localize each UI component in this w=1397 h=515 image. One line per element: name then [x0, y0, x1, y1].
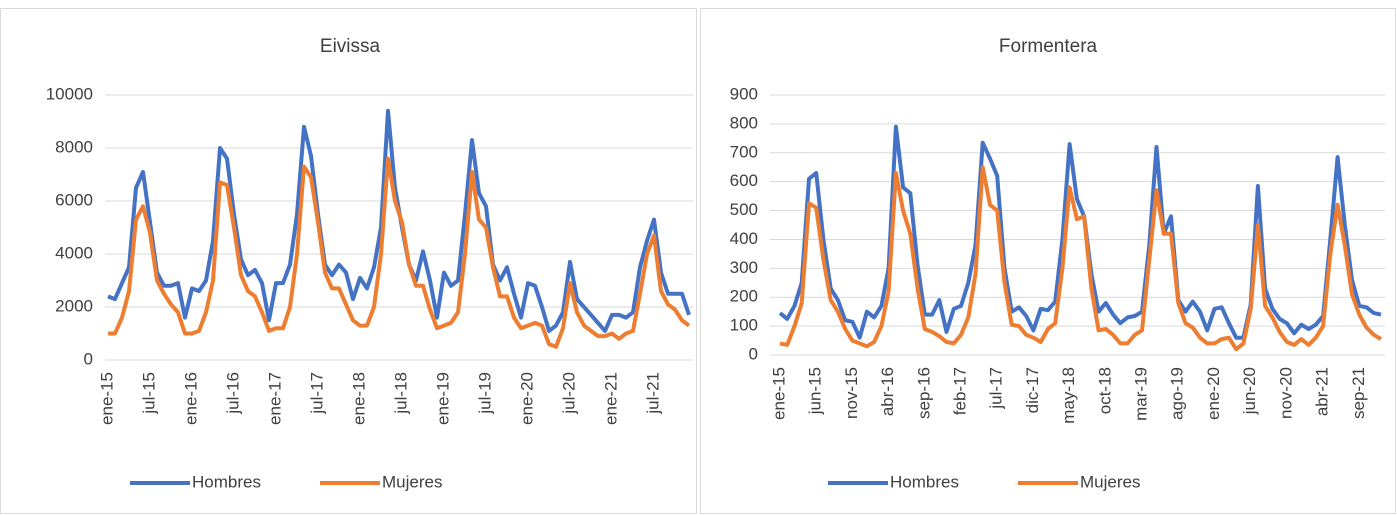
x-tick-label: nov-20 [1276, 367, 1295, 419]
x-tick-label: jul-17 [307, 372, 326, 415]
y-tick-label: 400 [730, 229, 758, 248]
y-tick-label: 500 [730, 200, 758, 219]
y-tick-label: 2000 [55, 296, 93, 315]
x-tick-label: ene-15 [769, 367, 788, 420]
x-tick-label: jul-19 [475, 372, 494, 415]
legend-label: Hombres [192, 472, 261, 491]
chart-title: Formentera [999, 36, 1098, 57]
x-tick-label: ene-18 [349, 372, 368, 425]
x-tick-label: sep-16 [914, 367, 933, 419]
x-tick-label: mar-19 [1132, 367, 1151, 421]
chart-title: Eivissa [320, 36, 381, 57]
legend-label: Hombres [890, 472, 959, 491]
y-tick-label: 4000 [55, 243, 93, 262]
y-tick-label: 0 [84, 349, 93, 368]
series-line [778, 124, 1382, 340]
x-tick-label: dic-17 [1023, 367, 1042, 413]
legend-label: Mujeres [1080, 472, 1140, 491]
y-tick-label: 10000 [46, 84, 93, 103]
x-tick-label: ene-15 [97, 372, 116, 425]
x-tick-label: ene-19 [433, 372, 452, 425]
x-tick-label: oct-18 [1095, 367, 1114, 414]
x-tick-label: ago-19 [1168, 367, 1187, 420]
y-tick-label: 800 [730, 113, 758, 132]
x-tick-label: sep-21 [1349, 367, 1368, 419]
panel [700, 8, 1396, 514]
panel [0, 8, 697, 514]
x-tick-label: jul-15 [139, 372, 158, 415]
y-tick-label: 600 [730, 171, 758, 190]
x-tick-label: ene-16 [181, 372, 200, 425]
x-tick-label: jul-18 [391, 372, 410, 415]
legend-label: Mujeres [382, 472, 442, 491]
y-tick-label: 100 [730, 316, 758, 335]
y-tick-label: 900 [730, 84, 758, 103]
x-tick-label: ene-17 [265, 372, 284, 425]
y-tick-label: 200 [730, 287, 758, 306]
x-tick-label: jul-21 [643, 372, 662, 415]
y-tick-label: 0 [749, 344, 758, 363]
x-tick-label: nov-15 [842, 367, 861, 419]
series-line [779, 165, 1383, 352]
x-tick-label: jul-16 [223, 372, 242, 415]
x-tick-label: may-18 [1059, 367, 1078, 424]
x-tick-label: abr-21 [1313, 367, 1332, 416]
x-tick-label: jul-20 [559, 372, 578, 415]
x-tick-label: jul-17 [987, 367, 1006, 410]
y-tick-label: 300 [730, 258, 758, 277]
x-tick-label: ene-21 [601, 372, 620, 425]
y-tick-label: 8000 [55, 137, 93, 156]
x-tick-label: feb-17 [951, 367, 970, 415]
x-tick-label: ene-20 [517, 372, 536, 425]
x-tick-label: abr-16 [878, 367, 897, 416]
x-tick-label: ene-20 [1204, 367, 1223, 420]
x-tick-label: jun-15 [806, 367, 825, 415]
y-tick-label: 700 [730, 142, 758, 161]
y-tick-label: 6000 [55, 190, 93, 209]
series-line [108, 156, 691, 349]
x-tick-label: jun-20 [1240, 367, 1259, 415]
